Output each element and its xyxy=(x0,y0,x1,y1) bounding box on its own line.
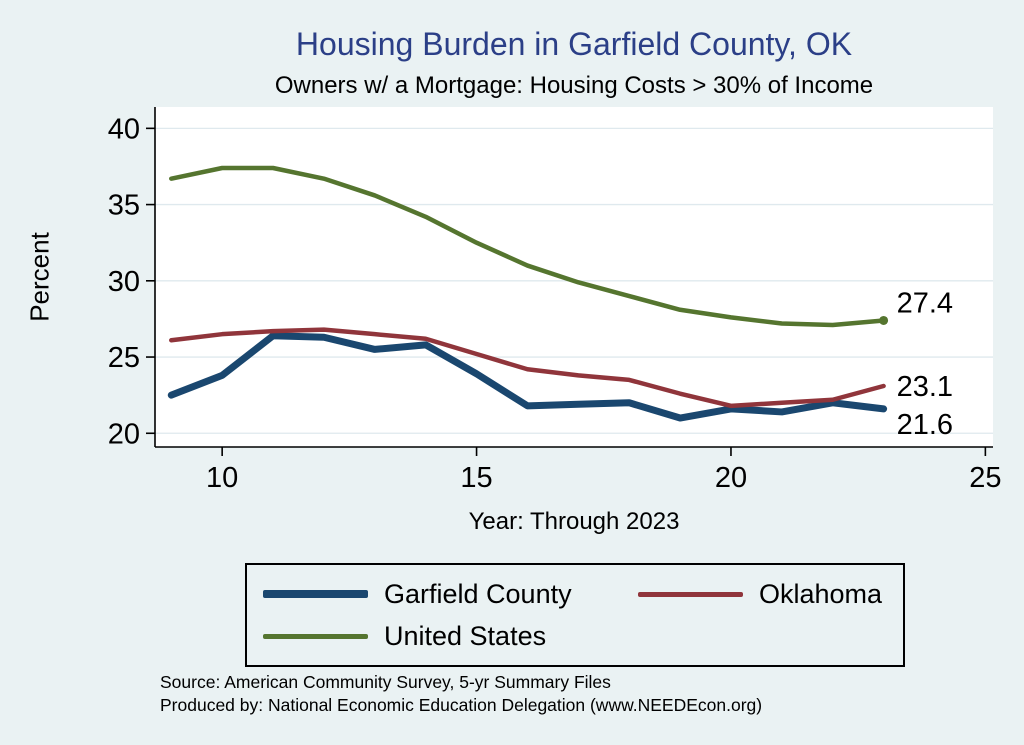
x-tick-label: 10 xyxy=(206,462,238,494)
source-note: Source: American Community Survey, 5-yr … xyxy=(160,671,762,717)
source-line: Source: American Community Survey, 5-yr … xyxy=(160,672,611,692)
series-line-united-states xyxy=(169,165,886,328)
legend-swatch-united-states xyxy=(263,633,368,639)
y-tick-label: 35 xyxy=(108,190,140,222)
x-tick-label: 25 xyxy=(969,462,1001,494)
series-end-label-united-states: 27.4 xyxy=(897,287,953,319)
x-tick-label: 15 xyxy=(460,462,492,494)
y-tick-label: 40 xyxy=(108,113,140,145)
produced-by-line: Produced by: National Economic Education… xyxy=(160,694,763,715)
y-tick-label: 20 xyxy=(108,418,140,450)
series-line-garfield-county xyxy=(167,332,888,422)
legend-item-oklahoma: Oklahoma xyxy=(638,577,895,611)
series-line-oklahoma xyxy=(169,327,886,409)
legend: Garfield County Oklahoma United States xyxy=(245,563,905,667)
legend-item-garfield-county: Garfield County xyxy=(263,577,638,611)
legend-swatch-oklahoma xyxy=(638,591,743,597)
plot-background xyxy=(155,107,993,447)
x-tick-label: 20 xyxy=(715,462,747,494)
chart-title: Housing Burden in Garfield County, OK xyxy=(295,26,853,62)
legend-label-oklahoma: Oklahoma xyxy=(759,578,883,609)
legend-label-garfield-county: Garfield County xyxy=(384,578,572,609)
y-tick-label: 30 xyxy=(108,266,140,298)
chart-subtitle: Owners w/ a Mortgage: Housing Costs > 30… xyxy=(274,72,874,99)
y-tick-label: 25 xyxy=(108,342,140,374)
legend-swatch-garfield-county xyxy=(263,590,368,598)
legend-label-united-states: United States xyxy=(384,620,547,651)
series-end-marker-united-states xyxy=(879,315,889,325)
legend-item-united-states: United States xyxy=(263,619,638,653)
series-end-label-oklahoma: 23.1 xyxy=(897,371,953,403)
x-axis-label: Year: Through 2023 xyxy=(468,508,680,535)
series-end-label-garfield-county: 21.6 xyxy=(897,409,953,441)
